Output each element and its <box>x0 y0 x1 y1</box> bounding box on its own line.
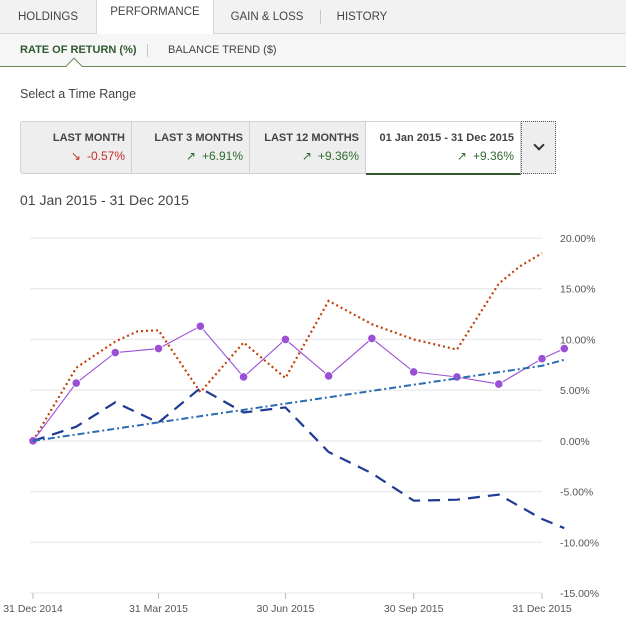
period-title: 01 Jan 2015 - 31 Dec 2015 <box>20 192 189 208</box>
range-last-12-months[interactable]: LAST 12 MONTHS ↗ +9.36% <box>250 122 366 173</box>
range-dropdown-button[interactable] <box>521 121 556 174</box>
y-tick-label: 20.00% <box>560 233 596 245</box>
data-point <box>110 348 120 358</box>
y-tick-label: -15.00% <box>560 588 599 600</box>
sub-tabs: RATE OF RETURN (%) BALANCE TREND ($) <box>0 34 626 67</box>
main-tabs: HOLDINGS PERFORMANCE GAIN & LOSS HISTORY <box>0 0 626 35</box>
y-tick-label: 15.00% <box>560 284 596 296</box>
y-tick-label: 0.00% <box>560 436 590 448</box>
range-label: LAST MONTH <box>52 132 125 144</box>
data-point <box>537 354 547 364</box>
range-last-month[interactable]: LAST MONTH ↘ -0.57% <box>21 122 132 173</box>
x-tick-label: 30 Jun 2015 <box>257 603 315 615</box>
series-line-solid-markers <box>32 325 565 442</box>
range-value: ↗ +9.36% <box>302 149 359 163</box>
time-range-label: Select a Time Range <box>20 87 137 101</box>
tab-performance[interactable]: PERFORMANCE <box>96 0 214 35</box>
tab-divider <box>320 10 321 24</box>
range-value-text: +9.36% <box>317 149 359 163</box>
data-point <box>409 367 419 377</box>
data-point <box>280 334 291 345</box>
range-value-text: +9.36% <box>472 149 514 163</box>
series-line-dash-dot <box>32 358 565 442</box>
arrow-up-right-icon: ↗ <box>301 149 312 163</box>
series-line-dashed <box>32 386 565 530</box>
arrow-up-right-icon: ↗ <box>185 149 196 163</box>
range-value-text: +6.91% <box>201 149 243 163</box>
tab-holdings[interactable]: HOLDINGS <box>17 11 79 23</box>
range-label: LAST 3 MONTHS <box>154 132 243 144</box>
data-point <box>559 343 569 354</box>
x-tick-label: 31 Dec 2014 <box>3 603 63 615</box>
range-custom-period[interactable]: 01 Jan 2015 - 31 Dec 2015 ↗ +9.36% <box>366 122 521 175</box>
data-point <box>153 343 164 354</box>
data-point <box>195 321 205 331</box>
arrow-up-right-icon: ↗ <box>456 149 467 163</box>
tab-balance-trend[interactable]: BALANCE TREND ($) <box>168 44 277 56</box>
data-point <box>71 378 81 388</box>
tab-history[interactable]: HISTORY <box>336 11 388 23</box>
tab-rate-of-return[interactable]: RATE OF RETURN (%) <box>20 44 137 56</box>
subtab-divider <box>147 44 148 57</box>
range-label: 01 Jan 2015 - 31 Dec 2015 <box>379 132 514 144</box>
x-tick-label: 31 Mar 2015 <box>129 603 188 615</box>
chevron-down-icon <box>533 139 545 151</box>
range-value: ↗ +9.36% <box>457 149 514 163</box>
time-range-selector: LAST MONTH ↘ -0.57% LAST 3 MONTHS ↗ +6.91%… <box>20 121 556 175</box>
data-point <box>367 333 377 344</box>
rate-of-return-chart: 20.00% 15.00% 10.00% 5.00% 0.00% -5.00% -10.00… <box>3 233 599 615</box>
data-point <box>324 371 334 381</box>
arrow-down-right-icon: ↘ <box>70 149 81 163</box>
range-value: ↘ -0.57% <box>71 149 125 163</box>
x-tick-label: 31 Dec 2015 <box>512 603 572 615</box>
data-point <box>238 372 249 382</box>
range-last-3-months[interactable]: LAST 3 MONTHS ↗ +6.91% <box>132 122 250 173</box>
y-tick-label: 10.00% <box>560 334 596 346</box>
y-tick-label: -10.00% <box>560 537 599 549</box>
range-value: ↗ +6.91% <box>186 149 243 163</box>
series-line-dotted <box>32 252 543 442</box>
tab-gain-loss[interactable]: GAIN & LOSS <box>230 11 304 23</box>
y-tick-label: -5.00% <box>560 487 593 499</box>
x-tick-label: 30 Sep 2015 <box>384 603 444 615</box>
data-point <box>494 379 504 389</box>
y-tick-label: 5.00% <box>560 385 590 397</box>
range-value-text: -0.57% <box>86 149 125 163</box>
range-label: LAST 12 MONTHS <box>264 132 359 144</box>
